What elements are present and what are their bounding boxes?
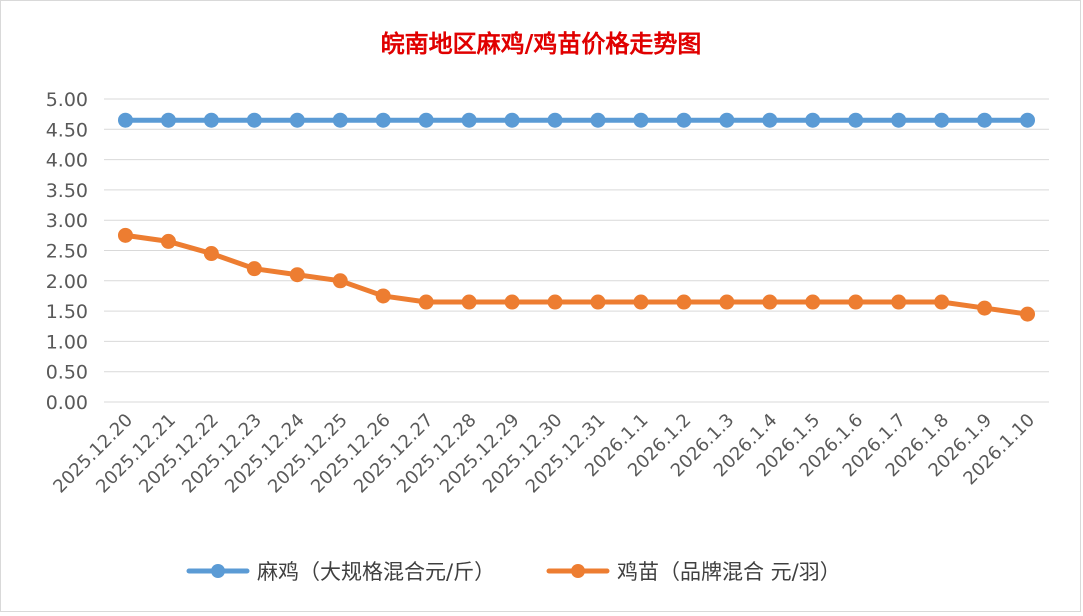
data-point (160, 233, 176, 249)
data-point (418, 112, 434, 128)
data-point (461, 112, 477, 128)
data-point (676, 294, 692, 310)
data-point (977, 300, 993, 316)
data-point (289, 112, 305, 128)
data-point (848, 112, 864, 128)
data-point (203, 112, 219, 128)
data-point (762, 112, 778, 128)
data-point (375, 288, 391, 304)
y-tick-label: 4.00 (46, 150, 88, 172)
data-point (1020, 112, 1036, 128)
series-group (117, 112, 1036, 322)
y-tick-label: 2.00 (46, 271, 88, 293)
legend-swatch-marker (571, 564, 585, 578)
data-point (504, 112, 520, 128)
data-point (332, 273, 348, 289)
data-point (891, 294, 907, 310)
series-2 (117, 227, 1036, 322)
data-point (246, 112, 262, 128)
legend-swatch-marker (211, 564, 225, 578)
data-point (848, 294, 864, 310)
data-point (117, 112, 133, 128)
data-point (891, 112, 907, 128)
data-point (633, 112, 649, 128)
data-point (676, 112, 692, 128)
legend-label: 麻鸡（大规格混合元/斤） (257, 560, 495, 584)
data-point (805, 294, 821, 310)
series-1 (117, 112, 1036, 128)
data-point (977, 112, 993, 128)
data-point (332, 112, 348, 128)
data-point (719, 112, 735, 128)
data-point (590, 112, 606, 128)
legend-entry: 鸡苗（品牌混合 元/羽） (546, 560, 841, 584)
data-point (633, 294, 649, 310)
data-point (117, 227, 133, 243)
legend-label: 鸡苗（品牌混合 元/羽） (617, 560, 841, 584)
gridlines (104, 98, 1049, 403)
y-tick-label: 0.50 (46, 362, 88, 384)
y-axis-ticks: 0.00 0.50 1.00 1.50 2.00 2.50 3.00 3.50 4.00 4.50… (46, 89, 88, 414)
data-point (375, 112, 391, 128)
data-point (461, 294, 477, 310)
data-point (547, 112, 563, 128)
data-point (289, 267, 305, 283)
data-point (418, 294, 434, 310)
x-axis-ticks: 2025.12.202025.12.212025.12.222025.12.23… (49, 410, 1039, 498)
y-tick-label: 3.50 (46, 180, 88, 202)
y-tick-label: 5.00 (46, 89, 88, 111)
data-point (762, 294, 778, 310)
data-point (805, 112, 821, 128)
y-tick-label: 1.00 (46, 331, 88, 353)
data-point (504, 294, 520, 310)
y-tick-label: 1.50 (46, 301, 88, 323)
data-point (547, 294, 563, 310)
series-line (122, 232, 1031, 317)
data-point (203, 246, 219, 262)
y-tick-label: 0.00 (46, 392, 88, 414)
data-point (934, 294, 950, 310)
legend: 麻鸡（大规格混合元/斤） 鸡苗（品牌混合 元/羽） (186, 560, 841, 584)
data-point (246, 261, 262, 277)
chart-title: 皖南地区麻鸡/鸡苗价格走势图 (381, 29, 702, 58)
y-tick-label: 3.00 (46, 210, 88, 232)
y-tick-label: 2.50 (46, 241, 88, 263)
data-point (160, 112, 176, 128)
y-tick-label: 4.50 (46, 119, 88, 141)
legend-entry: 麻鸡（大规格混合元/斤） (186, 560, 495, 584)
data-point (719, 294, 735, 310)
data-point (1020, 306, 1036, 322)
data-point (934, 112, 950, 128)
data-point (590, 294, 606, 310)
